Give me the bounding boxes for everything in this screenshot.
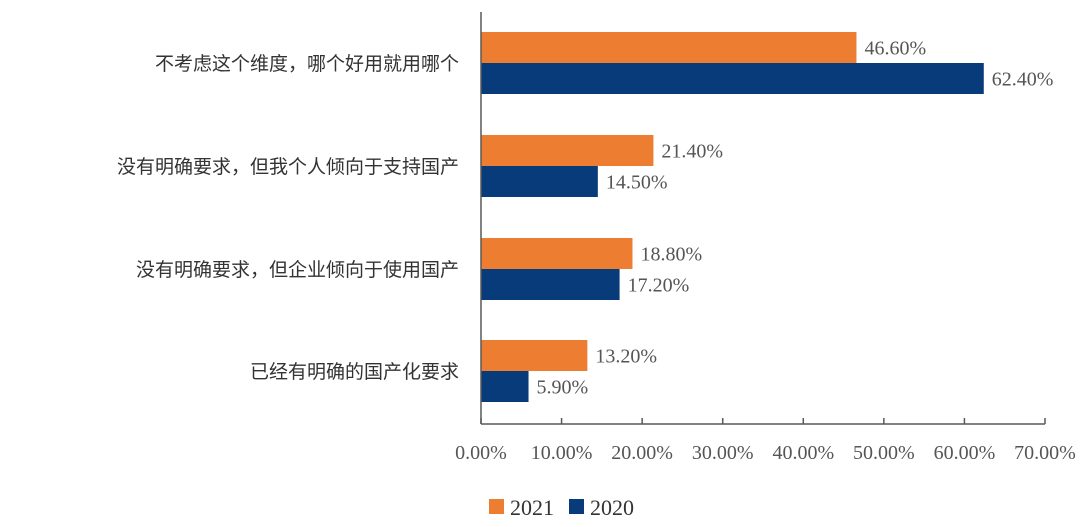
category-label-0: 不考虑这个维度，哪个好用就用哪个 <box>155 53 459 75</box>
bar-2021-3 <box>481 340 588 371</box>
x-tick-label-1: 10.00% <box>531 442 593 464</box>
data-label-2021-1: 21.40% <box>661 141 723 163</box>
x-tick-label-3: 30.00% <box>692 442 754 464</box>
category-label-3: 已经有明确的国产化要求 <box>250 361 459 383</box>
bar-2020-1 <box>481 166 598 197</box>
legend-label-2021: 2021 <box>510 495 554 520</box>
x-tick-label-4: 40.00% <box>772 442 834 464</box>
category-label-1: 没有明确要求，但我个人倾向于支持国产 <box>117 156 459 178</box>
legend-swatch-2021 <box>489 499 504 514</box>
bars-layer <box>481 32 984 402</box>
bar-2020-0 <box>481 63 984 94</box>
x-tick-label-6: 60.00% <box>934 442 996 464</box>
data-label-2021-0: 46.60% <box>864 38 926 60</box>
legend-label-2020: 2020 <box>590 495 634 520</box>
data-label-2020-1: 14.50% <box>606 172 668 194</box>
legend: 2021 2020 <box>489 495 634 520</box>
axis-layer <box>480 12 1046 425</box>
data-label-2020-2: 17.20% <box>628 275 690 297</box>
x-tick-label-5: 50.00% <box>853 442 915 464</box>
bar-2020-3 <box>481 371 529 402</box>
x-tick-label-2: 20.00% <box>611 442 673 464</box>
x-tick-label-7: 70.00% <box>1014 442 1076 464</box>
data-label-2021-2: 18.80% <box>640 244 702 266</box>
bar-2021-0 <box>481 32 857 63</box>
data-label-2021-3: 13.20% <box>595 346 657 368</box>
bar-2021-1 <box>481 135 654 166</box>
category-label-2: 没有明确要求，但企业倾向于使用国产 <box>136 259 459 281</box>
legend-swatch-2020 <box>569 499 584 514</box>
bar-2020-2 <box>481 269 620 300</box>
x-tick-label-0: 0.00% <box>455 442 507 464</box>
data-label-2020-3: 5.90% <box>537 377 589 399</box>
bar-2021-2 <box>481 238 633 269</box>
data-label-2020-0: 62.40% <box>992 69 1054 91</box>
labels-layer: 46.60% 62.40% 不考虑这个维度，哪个好用就用哪个 21.40% 14.50%… <box>117 38 1076 465</box>
